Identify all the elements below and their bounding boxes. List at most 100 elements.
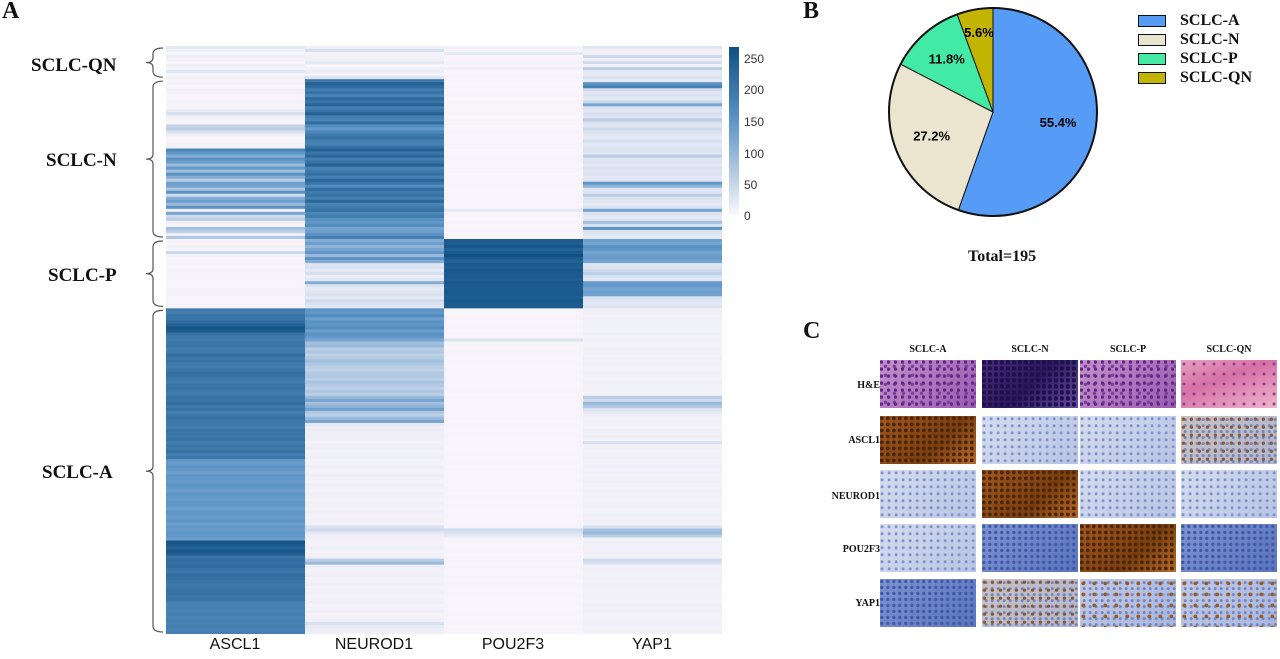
heatmap-cell bbox=[583, 603, 722, 608]
heatmap-cell bbox=[583, 486, 722, 490]
ihc-image-tile bbox=[982, 524, 1078, 572]
heatmap-cell bbox=[583, 184, 722, 189]
heatmap-cell bbox=[305, 281, 445, 285]
heatmap-cell bbox=[305, 447, 445, 451]
heatmap-cell bbox=[305, 46, 445, 50]
heatmap-cell bbox=[166, 214, 306, 219]
heatmap-cell bbox=[583, 52, 722, 56]
heatmap-cell bbox=[583, 350, 722, 354]
heatmap-cell bbox=[166, 223, 306, 228]
heatmap-cell bbox=[444, 383, 584, 388]
heatmap-cell bbox=[166, 287, 306, 291]
heatmap-cell bbox=[444, 495, 584, 499]
heatmap-cell bbox=[166, 570, 306, 575]
heatmap-cell bbox=[583, 353, 722, 357]
ihc-image-tile bbox=[1181, 524, 1277, 572]
heatmap-cell bbox=[305, 341, 445, 345]
heatmap-cell bbox=[444, 389, 584, 394]
heatmap-cell bbox=[444, 85, 584, 89]
heatmap-cell bbox=[305, 248, 445, 252]
heatmap-cell bbox=[444, 139, 584, 143]
heatmap-cell bbox=[166, 332, 306, 336]
heatmap-cell bbox=[166, 235, 306, 240]
ihc-image-tile bbox=[982, 416, 1078, 464]
heatmap-cell bbox=[305, 172, 445, 177]
heatmap-cell bbox=[166, 549, 306, 553]
heatmap-cell bbox=[583, 242, 722, 246]
heatmap-cell bbox=[444, 238, 584, 243]
colorbar-tick: 100 bbox=[744, 147, 765, 161]
heatmap-cell bbox=[166, 492, 306, 496]
heatmap-cell bbox=[444, 269, 584, 273]
heatmap-cell bbox=[444, 434, 584, 439]
heatmap-cell bbox=[166, 573, 306, 578]
heatmap-cell bbox=[583, 136, 722, 140]
heatmap-cell bbox=[305, 350, 445, 354]
heatmap-cell bbox=[305, 498, 445, 502]
heatmap-cell bbox=[444, 245, 584, 249]
heatmap-cell bbox=[305, 507, 445, 511]
heatmap-cell bbox=[305, 299, 445, 303]
heatmap-cell bbox=[305, 567, 445, 572]
heatmap-cell bbox=[444, 160, 584, 164]
heatmap-cell bbox=[444, 229, 584, 234]
heatmap-cell bbox=[583, 528, 722, 532]
heatmap-cell bbox=[166, 398, 306, 403]
heatmap-cell bbox=[583, 79, 722, 83]
heatmap-cell bbox=[305, 609, 445, 614]
heatmap-cell bbox=[166, 254, 306, 258]
heatmap-cell bbox=[305, 58, 445, 62]
heatmap-cell bbox=[583, 103, 722, 107]
heatmap-cell bbox=[444, 202, 584, 207]
heatmap-cell bbox=[166, 389, 306, 394]
heatmap-cell bbox=[305, 471, 445, 475]
heatmap-cell bbox=[444, 172, 584, 177]
heatmap-cell bbox=[166, 220, 306, 225]
heatmap-cell bbox=[305, 546, 445, 550]
heatmap-cell bbox=[444, 103, 584, 107]
heatmap-cell bbox=[583, 434, 722, 439]
column-label-neurod1: NEUROD1 bbox=[334, 636, 414, 653]
heatmap-cell bbox=[166, 52, 306, 56]
heatmap-cell bbox=[166, 242, 306, 246]
heatmap-cell bbox=[305, 431, 445, 436]
heatmap-cell bbox=[305, 115, 445, 119]
heatmap-cell bbox=[166, 618, 306, 623]
heatmap-cell bbox=[444, 507, 584, 511]
colorbar-tick: 250 bbox=[744, 52, 765, 66]
legend-label: SCLC-P bbox=[1180, 50, 1238, 67]
heatmap-cell bbox=[583, 235, 722, 240]
heatmap-cell bbox=[583, 130, 722, 134]
heatmap-cell bbox=[305, 398, 445, 403]
heatmap-cell bbox=[444, 600, 584, 605]
heatmap-cell bbox=[166, 118, 306, 122]
heatmap-cell bbox=[583, 447, 722, 451]
heatmap-cell bbox=[444, 136, 584, 140]
heatmap-cell bbox=[583, 100, 722, 104]
heatmap-cell bbox=[444, 627, 584, 632]
heatmap-cell bbox=[305, 468, 445, 472]
heatmap-cell bbox=[583, 462, 722, 466]
heatmap-cell bbox=[583, 407, 722, 412]
heatmap-cell bbox=[166, 46, 306, 50]
heatmap-cell bbox=[444, 145, 584, 149]
heatmap-cell bbox=[583, 582, 722, 587]
column-label-yap1: YAP1 bbox=[632, 636, 672, 653]
heatmap-cell bbox=[583, 522, 722, 526]
heatmap-cell bbox=[444, 404, 584, 409]
heatmap-cell bbox=[305, 55, 445, 59]
heatmap-cell bbox=[166, 395, 306, 400]
heatmap-cell bbox=[166, 525, 306, 529]
heatmap-cell bbox=[583, 112, 722, 116]
heatmap-cell bbox=[583, 395, 722, 400]
heatmap-cell bbox=[166, 480, 306, 484]
ihc-image-tile bbox=[1080, 416, 1176, 464]
heatmap-cell bbox=[583, 302, 722, 306]
heatmap-cell bbox=[166, 148, 306, 152]
heatmap-cell bbox=[444, 573, 584, 578]
heatmap-cell bbox=[444, 260, 584, 264]
heatmap-cell bbox=[583, 232, 722, 237]
heatmap-cell bbox=[305, 187, 445, 192]
heatmap-cell bbox=[166, 465, 306, 469]
heatmap-cell bbox=[444, 371, 584, 376]
